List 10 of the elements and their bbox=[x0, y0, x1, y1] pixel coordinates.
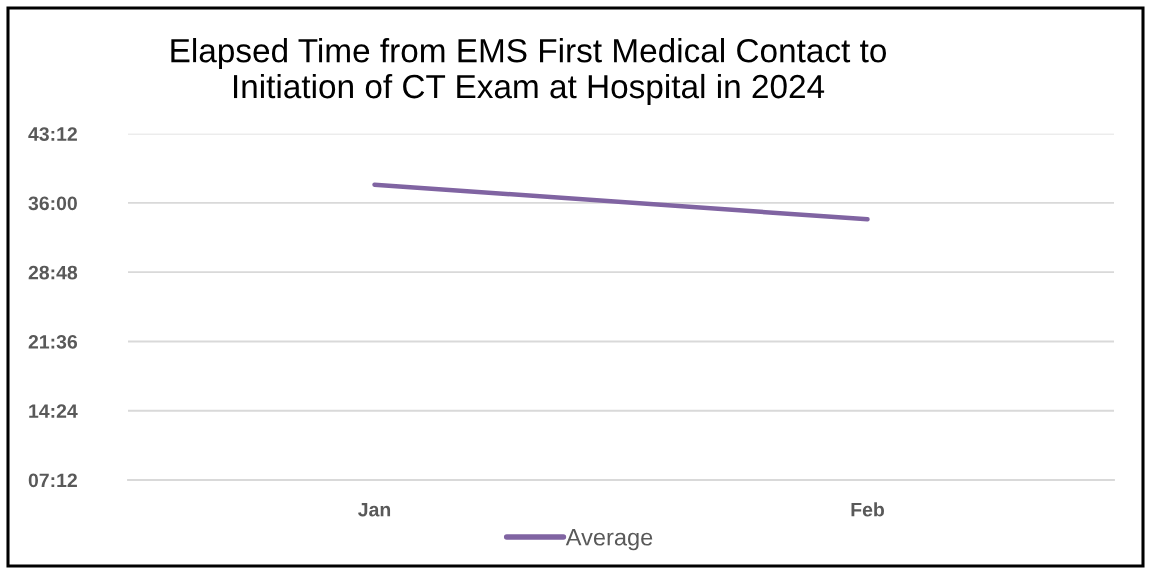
legend-label: Average bbox=[565, 529, 653, 551]
y-tick-label: 07:12 bbox=[28, 473, 77, 488]
y-tick-label: 14:24 bbox=[29, 404, 78, 418]
y-tick-label: 36:00 bbox=[28, 196, 77, 211]
x-tick-label: Feb bbox=[851, 502, 884, 517]
y-tick-label: 28:48 bbox=[28, 265, 78, 280]
chart-title: Elapsed Time from EMS First Medical Contact to Initiation of CT Exam at Hospital in 2024 bbox=[171, 38, 886, 105]
x-tick-label: Jan bbox=[358, 502, 391, 517]
y-tick-label: 43:12 bbox=[28, 127, 77, 141]
y-tick-label: 21:36 bbox=[28, 334, 78, 349]
